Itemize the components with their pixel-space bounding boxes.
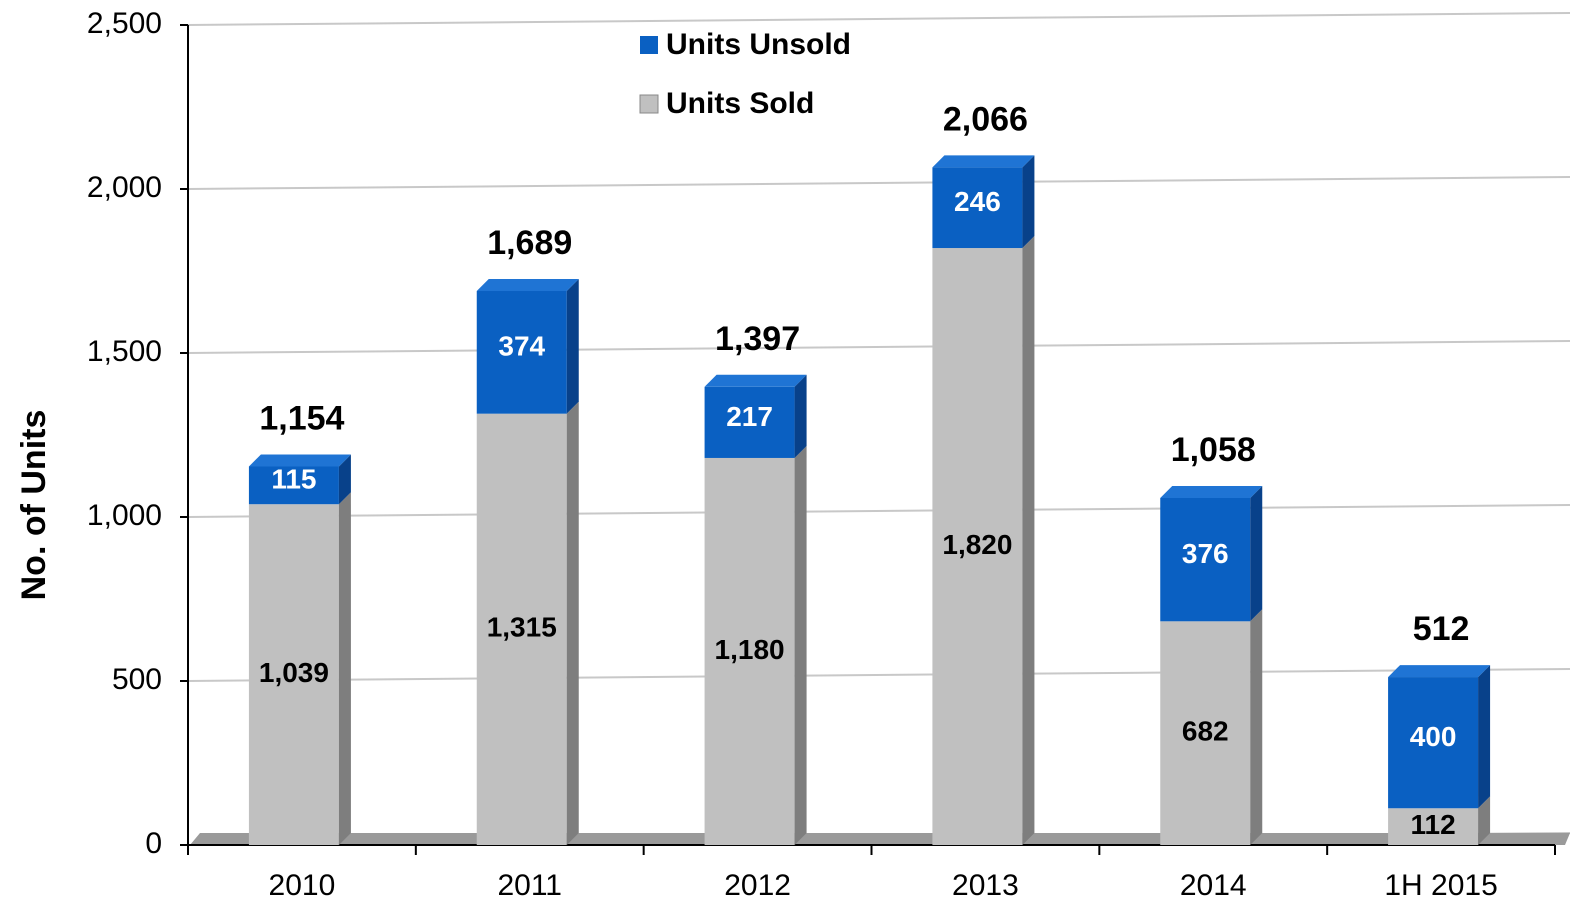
grid-line — [187, 340, 1570, 354]
y-tick-label: 500 — [112, 663, 162, 696]
data-label: 1,039 — [259, 657, 329, 688]
y-axis-title: No. of Units — [15, 410, 53, 601]
x-tick-label: 2013 — [952, 869, 1019, 902]
bar-segment — [476, 291, 567, 414]
bar-segment — [476, 413, 567, 845]
data-label: 1,180 — [715, 634, 785, 665]
data-label: 217 — [726, 401, 773, 432]
legend-label: Units Sold — [666, 87, 814, 120]
data-label: 1,315 — [487, 612, 557, 643]
bar-segment — [248, 504, 339, 845]
data-label: 374 — [498, 331, 545, 362]
bar-side — [566, 279, 579, 414]
bar-side — [1022, 236, 1035, 846]
bar-side — [566, 401, 579, 845]
grid-line — [187, 176, 1570, 190]
data-label: 112 — [1410, 809, 1455, 840]
bar-top — [704, 374, 807, 387]
bar-side — [1250, 485, 1263, 622]
bar-segment — [932, 248, 1023, 846]
bar-side — [1478, 796, 1491, 845]
total-label: 512 — [1413, 610, 1470, 648]
total-label: 1,058 — [1171, 431, 1256, 469]
legend-swatch — [639, 94, 659, 114]
bar-top — [1388, 665, 1491, 678]
bar-segment — [1160, 497, 1251, 622]
bar-segment — [248, 466, 339, 505]
y-tick-label: 2,000 — [87, 171, 162, 204]
x-tick-label: 1H 2015 — [1384, 869, 1497, 902]
data-label: 115 — [271, 464, 316, 495]
grid-line — [187, 668, 1570, 682]
floor — [190, 833, 1570, 845]
bar-segment — [932, 167, 1023, 249]
y-tick-label: 1,500 — [87, 335, 162, 368]
data-label: 682 — [1182, 716, 1229, 747]
legend-label: Units Unsold — [666, 28, 851, 61]
y-tick-label: 2,500 — [87, 7, 162, 40]
bar-side — [338, 454, 351, 505]
x-tick-label: 2014 — [1180, 869, 1247, 902]
bar-segment — [704, 386, 795, 458]
bar-segment — [1388, 677, 1479, 809]
x-tick-label: 2012 — [724, 869, 791, 902]
bar-side — [794, 374, 807, 458]
x-tick-label: 2011 — [497, 869, 562, 902]
bar-side — [1250, 609, 1263, 845]
data-label: 400 — [1410, 721, 1457, 752]
bar-top — [932, 155, 1035, 168]
x-tick-label: 2010 — [269, 869, 336, 902]
grid-line — [187, 12, 1570, 26]
legend-swatch — [640, 36, 658, 54]
bar-side — [338, 492, 351, 845]
total-label: 1,154 — [259, 399, 344, 437]
y-tick-label: 0 — [145, 827, 162, 860]
bar-top — [476, 279, 579, 292]
bar-segment — [704, 457, 795, 845]
data-label: 376 — [1182, 538, 1229, 569]
total-label: 2,066 — [943, 100, 1028, 138]
bar-side — [1478, 665, 1491, 809]
grid-line — [187, 504, 1570, 518]
bar-segment — [1388, 808, 1479, 845]
bar-top — [1160, 485, 1263, 498]
data-label: 246 — [954, 186, 1001, 217]
bar-side — [794, 445, 807, 845]
bar-segment — [1160, 621, 1251, 845]
total-label: 1,689 — [487, 224, 572, 262]
total-label: 1,397 — [715, 320, 800, 358]
y-tick-label: 1,000 — [87, 499, 162, 532]
bar-side — [1022, 155, 1035, 249]
bar-top — [248, 454, 351, 467]
data-label: 1,820 — [942, 529, 1012, 560]
